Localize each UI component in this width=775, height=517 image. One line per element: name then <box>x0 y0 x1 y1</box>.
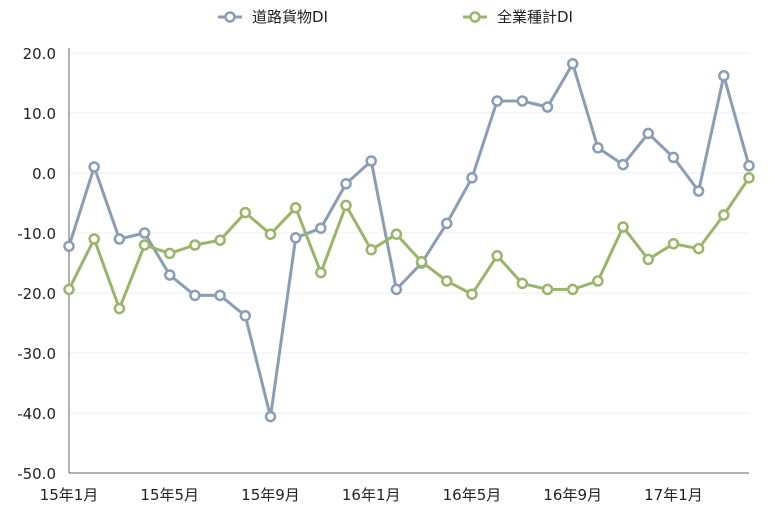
data-point <box>566 283 579 296</box>
data-point <box>289 202 302 214</box>
data-point <box>365 155 377 167</box>
y-tick-label: -10.0 <box>17 225 56 243</box>
data-point <box>390 228 403 240</box>
y-tick-label: -20.0 <box>17 285 56 303</box>
data-point <box>163 269 176 281</box>
series-line-2 <box>67 176 751 311</box>
data-point <box>491 95 503 107</box>
data-point <box>113 233 126 245</box>
data-point <box>365 244 377 256</box>
series-line-1 <box>67 62 751 419</box>
axes <box>68 48 749 474</box>
y-tick-label: -50.0 <box>17 465 56 483</box>
data-point <box>667 238 680 250</box>
series-group <box>63 58 755 423</box>
data-point <box>315 266 327 279</box>
data-point <box>214 234 226 246</box>
legend-label-series-2: 全業種計DI <box>497 8 573 26</box>
x-tick-label: 15年5月 <box>140 486 199 504</box>
data-point <box>340 199 352 212</box>
x-tick-label: 17年1月 <box>644 486 703 504</box>
data-point <box>541 101 554 113</box>
data-point <box>441 217 453 230</box>
x-tick-label: 16年9月 <box>543 486 602 504</box>
x-tick-label: 15年9月 <box>241 486 300 504</box>
data-point <box>642 253 655 266</box>
data-point <box>415 256 428 268</box>
legend: 道路貨物DI 全業種計DI <box>218 8 573 26</box>
data-point <box>718 70 730 82</box>
data-point <box>189 239 201 251</box>
data-point <box>63 240 75 252</box>
data-point <box>163 247 176 260</box>
data-point <box>466 172 478 184</box>
data-point <box>592 142 604 154</box>
y-tick-labels: 20.0 10.0 0.0 -10.0 -20.0 -30.0 -40.0 -50.0 <box>17 45 56 483</box>
data-point <box>390 283 403 296</box>
y-tick-label: 10.0 <box>23 105 56 123</box>
legend-item-series-2: 全業種計DI <box>463 8 573 26</box>
y-tick-label: 0.0 <box>32 165 56 183</box>
data-point <box>189 289 201 302</box>
data-point <box>340 178 352 190</box>
data-point <box>692 242 705 255</box>
data-point <box>264 410 277 423</box>
y-tick-label: -30.0 <box>17 345 56 363</box>
data-point <box>516 277 529 290</box>
gridlines <box>69 52 749 414</box>
data-point <box>642 127 655 140</box>
data-point <box>138 239 151 251</box>
data-point <box>466 288 478 300</box>
data-point <box>315 222 327 234</box>
data-point <box>667 151 680 164</box>
y-tick-label: -40.0 <box>17 405 56 423</box>
data-point <box>239 206 252 219</box>
legend-swatch-marker-series-1 <box>224 11 236 23</box>
data-point <box>264 228 277 240</box>
data-point <box>491 250 503 262</box>
data-point <box>566 58 579 70</box>
x-tick-label: 16年5月 <box>443 486 502 504</box>
data-point <box>138 227 151 239</box>
legend-item-series-1: 道路貨物DI <box>218 8 328 26</box>
data-point <box>743 160 755 172</box>
data-point <box>516 95 529 107</box>
series-1 <box>63 58 755 423</box>
data-point <box>592 275 604 287</box>
legend-label-series-1: 道路貨物DI <box>252 8 328 26</box>
x-tick-label: 15年1月 <box>40 486 99 504</box>
data-point <box>441 275 453 287</box>
data-point <box>113 302 126 315</box>
data-point <box>88 233 100 245</box>
data-point <box>214 289 226 302</box>
x-tick-label: 16年1月 <box>342 486 401 504</box>
series-2 <box>63 172 755 315</box>
y-tick-label: 20.0 <box>23 45 56 63</box>
data-point <box>617 158 629 171</box>
data-point <box>289 232 302 244</box>
data-point <box>88 161 100 173</box>
data-point <box>692 185 705 197</box>
data-point <box>743 172 755 184</box>
data-point <box>718 209 730 221</box>
x-tick-labels: 15年1月 15年5月 15年9月 16年1月 16年5月 16年9月 17年1月 <box>40 486 703 504</box>
data-point <box>617 221 629 233</box>
legend-swatch-marker-series-2 <box>469 11 481 23</box>
data-point <box>239 310 252 322</box>
data-point <box>541 283 554 296</box>
data-point <box>63 283 75 296</box>
